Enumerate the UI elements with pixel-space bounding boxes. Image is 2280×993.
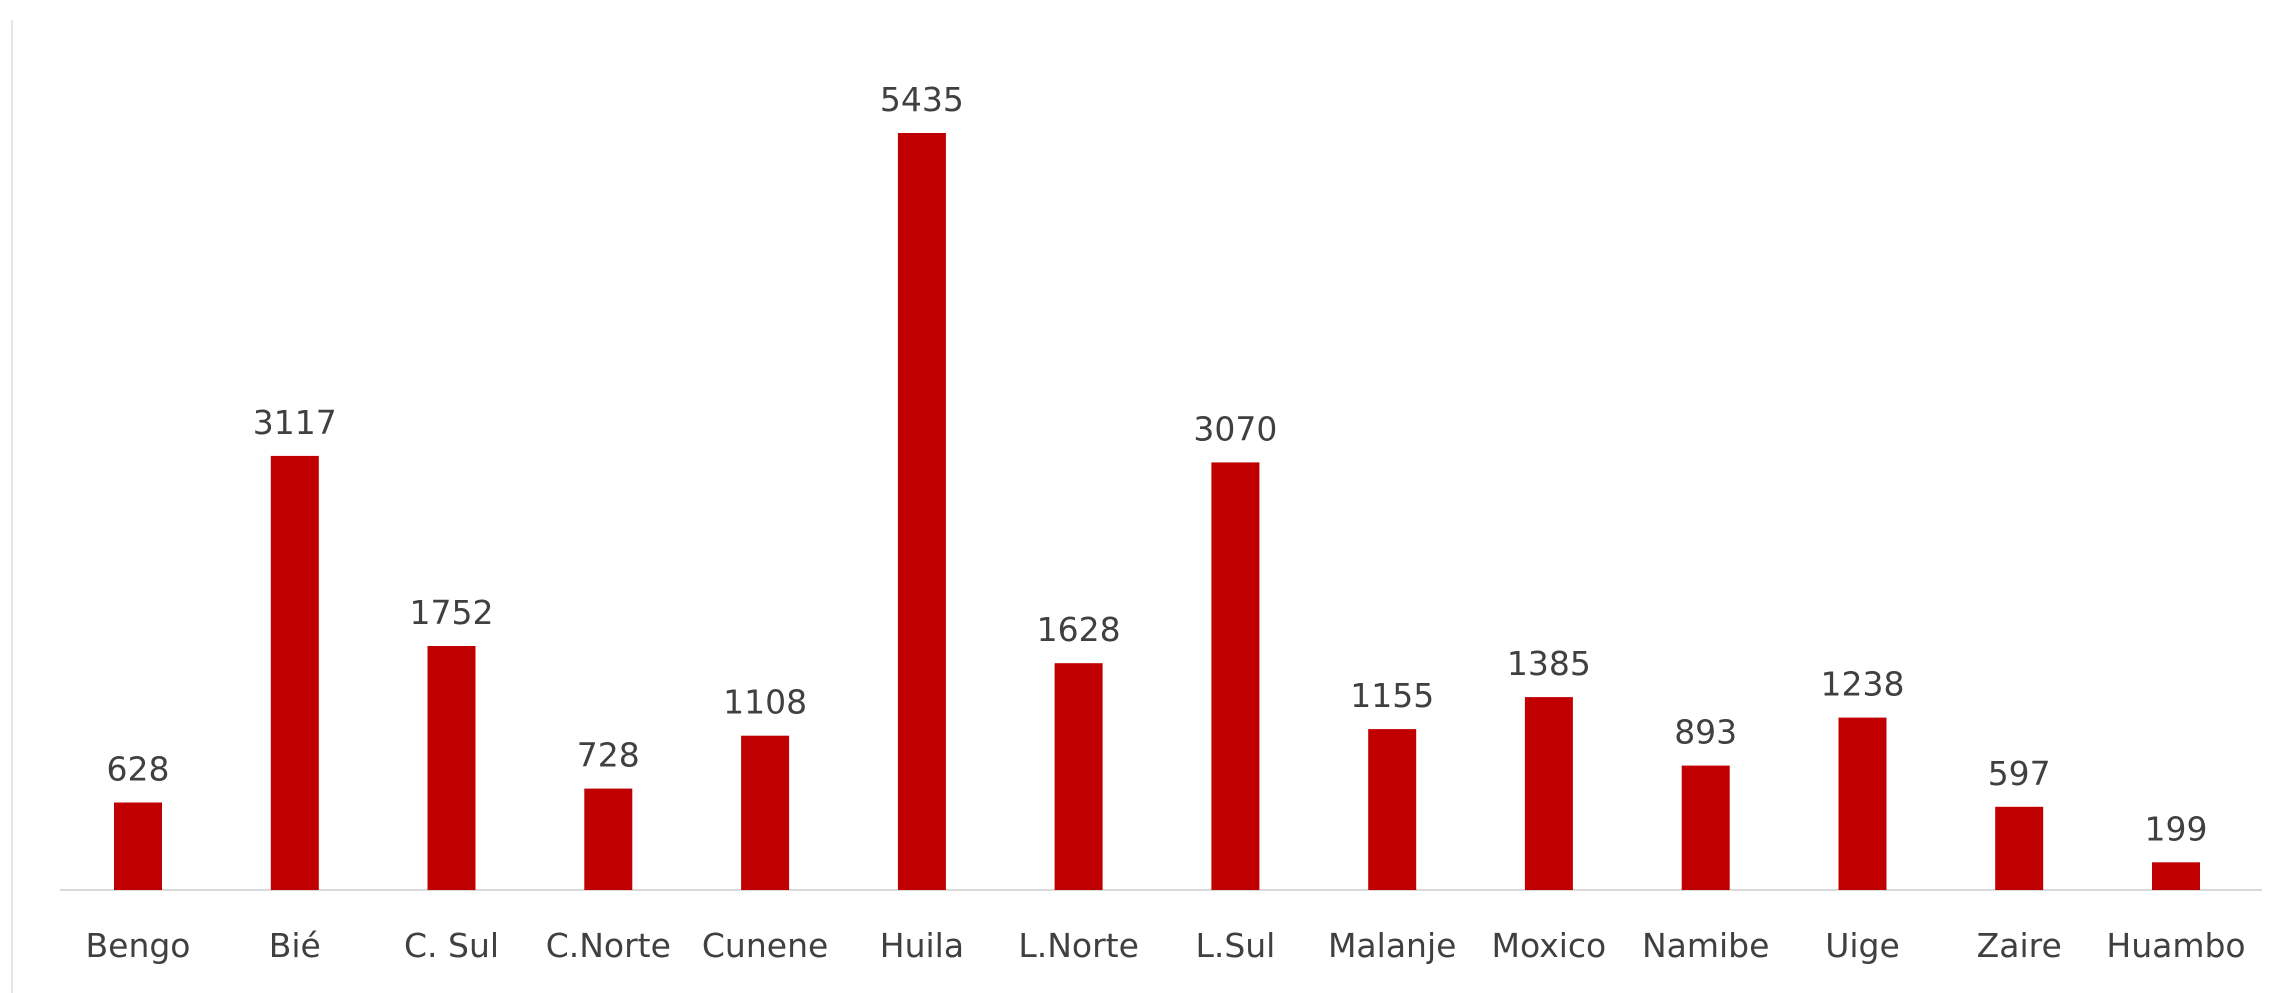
bar-7 [1211, 462, 1260, 890]
data-label-5: 5435 [880, 80, 964, 119]
bar-12 [1995, 806, 2044, 890]
value-labels-group: 628 3117 1752 728 1108 5435 1628 3070 1155 1385 89… [107, 80, 2208, 848]
bar-9 [1524, 697, 1573, 890]
bar-0 [114, 802, 162, 890]
x-tick-label-3: C.Norte [546, 926, 671, 965]
data-label-3: 728 [577, 736, 640, 775]
data-label-12: 597 [1988, 754, 2051, 793]
x-tick-label-8: Malanje [1328, 926, 1456, 965]
data-label-6: 1628 [1037, 610, 1121, 649]
x-tick-label-5: Huila [880, 926, 964, 965]
data-label-9: 1385 [1507, 644, 1591, 683]
x-tick-label-1: Bié [269, 926, 321, 965]
category-labels-group: Bengo Bié C. Sul C.Norte Cunene Huila L.Norte L… [86, 926, 2246, 965]
x-tick-label-11: Uige [1825, 926, 1900, 965]
bar-8 [1368, 729, 1417, 890]
data-label-13: 199 [2145, 809, 2208, 848]
data-label-2: 1752 [410, 593, 494, 632]
x-tick-label-10: Namibe [1642, 926, 1769, 965]
x-tick-label-4: Cunene [702, 926, 828, 965]
data-label-0: 628 [107, 750, 170, 789]
bar-3 [584, 788, 633, 890]
x-tick-label-7: L.Sul [1195, 926, 1275, 965]
bar-6 [1054, 663, 1103, 890]
data-label-4: 1108 [723, 683, 807, 722]
data-label-11: 1238 [1821, 665, 1905, 704]
x-tick-label-0: Bengo [86, 926, 191, 965]
bar-13 [2152, 862, 2200, 890]
x-tick-label-12: Zaire [1977, 926, 2062, 965]
bar-4 [741, 735, 790, 890]
x-tick-label-2: C. Sul [404, 926, 499, 965]
x-tick-label-6: L.Norte [1018, 926, 1139, 965]
data-label-7: 3070 [1193, 409, 1277, 448]
bar-10 [1681, 765, 1730, 890]
bars-group [114, 133, 2200, 890]
data-label-8: 1155 [1350, 676, 1434, 715]
bar-1 [270, 455, 319, 890]
data-label-1: 3117 [253, 403, 337, 442]
data-label-10: 893 [1674, 713, 1737, 752]
x-tick-label-13: Huambo [2106, 926, 2245, 965]
bar-5 [897, 133, 946, 890]
bar-11 [1838, 717, 1887, 890]
x-tick-label-9: Moxico [1492, 926, 1607, 965]
bar-2 [427, 646, 476, 890]
